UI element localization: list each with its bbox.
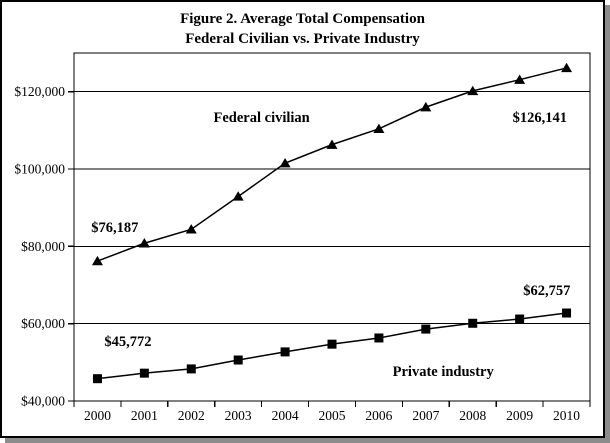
marker-square: [562, 308, 572, 318]
marker-triangle: [326, 139, 338, 149]
chart-annotation: $76,187: [91, 220, 138, 236]
x-tick-label: 2007: [412, 408, 439, 423]
marker-triangle: [279, 158, 291, 168]
marker-square: [186, 364, 196, 374]
y-tick-label: $120,000: [14, 84, 65, 99]
chart-canvas: $40,000 $60,000 $80,000 $100,000 $120,000 200…: [14, 52, 591, 423]
series-line-federal-civilian: [97, 67, 567, 262]
marker-square: [233, 355, 243, 365]
x-tick-label: 2003: [225, 408, 252, 423]
marker-square: [327, 339, 337, 349]
marker-square: [421, 324, 431, 334]
marker-square: [374, 333, 384, 343]
y-tick-label: $60,000: [21, 316, 65, 331]
marker-triangle: [514, 74, 526, 84]
x-tick-label: 2006: [365, 408, 392, 423]
x-tick-label: 2002: [178, 408, 205, 423]
x-tick-label: 2010: [553, 408, 580, 423]
marker-triangle: [185, 224, 197, 234]
chart-annotation: $62,757: [523, 283, 570, 299]
chart-title: Figure 2. Average Total Compensation Fed…: [2, 9, 603, 49]
chart-annotation: Private industry: [393, 364, 495, 380]
chart-annotation: $126,141: [513, 110, 567, 126]
marker-triangle: [373, 123, 385, 133]
chart-title-line2: Federal Civilian vs. Private Industry: [185, 31, 420, 47]
marker-square: [139, 368, 149, 378]
y-tick-label: $100,000: [14, 162, 65, 177]
marker-square: [515, 314, 525, 324]
x-tick-label: 2005: [319, 408, 346, 423]
chart-annotation: $45,772: [104, 334, 151, 350]
x-tick-label: 2008: [459, 408, 486, 423]
plot-border: [73, 52, 591, 402]
marker-square: [92, 374, 102, 384]
x-tick-label: 2001: [131, 408, 158, 423]
chart-annotation: Federal civilian: [214, 110, 310, 126]
marker-triangle: [91, 255, 103, 266]
marker-square: [280, 347, 290, 357]
marker-triangle: [138, 238, 150, 248]
marker-triangle: [561, 62, 573, 73]
marker-triangle: [420, 101, 432, 112]
x-tick-label: 2004: [272, 408, 299, 423]
y-tick-label: $40,000: [21, 394, 65, 409]
x-tick-label: 2000: [84, 408, 111, 423]
marker-triangle: [467, 85, 479, 96]
x-tick-label: 2009: [506, 408, 533, 423]
y-tick-label: $80,000: [21, 239, 65, 254]
marker-square: [468, 318, 478, 328]
chart-title-line1: Figure 2. Average Total Compensation: [180, 11, 425, 27]
marker-triangle: [232, 191, 244, 201]
